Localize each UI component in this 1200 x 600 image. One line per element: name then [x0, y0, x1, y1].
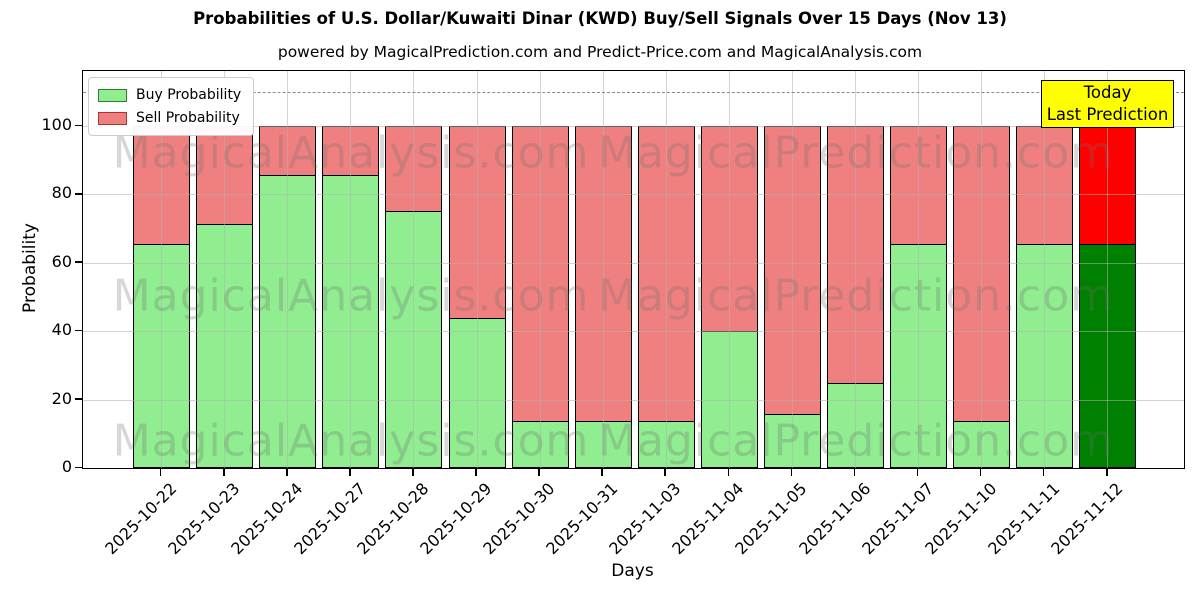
x-tick-mark	[475, 468, 477, 476]
dashed-threshold-line	[83, 91, 1184, 93]
v-gridline	[918, 71, 920, 468]
v-gridline	[539, 71, 541, 468]
v-gridline	[1044, 71, 1046, 468]
x-tick-mark	[1105, 468, 1108, 476]
v-gridline	[287, 71, 289, 468]
buy-swatch-icon	[98, 88, 127, 102]
x-tick-mark	[286, 468, 288, 476]
v-gridline	[665, 71, 667, 468]
chart-title: Probabilities of U.S. Dollar/Kuwaiti Din…	[193, 9, 1007, 28]
v-gridline	[161, 71, 163, 468]
annotation-line2: Last Prediction	[1046, 105, 1169, 124]
h-gridline	[83, 399, 1184, 401]
x-tick-mark	[916, 468, 919, 476]
y-tick-mark	[75, 466, 82, 469]
x-tick-mark	[1042, 468, 1045, 476]
legend: Buy Probability Sell Probability	[88, 77, 255, 136]
y-tick-label: 100	[41, 115, 72, 135]
legend-buy-label: Buy Probability	[136, 87, 242, 103]
today-annotation: Today Last Prediction	[1041, 80, 1174, 128]
v-gridline	[224, 71, 226, 468]
x-tick-mark	[790, 468, 793, 476]
y-tick-label: 60	[51, 251, 72, 271]
annotation-line1: Today	[1083, 83, 1132, 102]
y-tick-label: 80	[51, 183, 72, 203]
x-tick-mark	[979, 468, 982, 476]
watermark-text: MagicalAnalysis.com	[112, 270, 590, 322]
h-gridline	[83, 126, 1184, 128]
watermark-text: MagicalPrediction.com	[598, 415, 1114, 467]
x-axis-label: Days	[611, 561, 654, 581]
watermark-text: MagicalAnalysis.com	[112, 415, 590, 467]
sell-swatch-icon	[98, 111, 127, 125]
watermark-text: MagicalPrediction.com	[598, 127, 1114, 179]
y-tick-label: 20	[51, 388, 72, 408]
v-gridline	[728, 71, 730, 468]
x-tick-mark	[349, 468, 351, 476]
x-tick-mark	[664, 468, 667, 476]
h-gridline	[83, 331, 1184, 333]
v-gridline	[981, 71, 983, 468]
x-tick-mark	[538, 468, 540, 476]
legend-sell-label: Sell Probability	[136, 110, 240, 126]
x-tick-mark	[159, 468, 162, 476]
v-gridline	[791, 71, 793, 468]
y-tick-mark	[75, 261, 82, 263]
v-gridline	[350, 71, 352, 468]
v-gridline	[854, 71, 856, 468]
x-tick-mark	[853, 468, 856, 476]
y-tick-mark	[75, 124, 82, 127]
h-gridline	[83, 262, 1184, 264]
watermark-text: MagicalPrediction.com	[598, 270, 1114, 322]
legend-entry-buy: Buy Probability	[98, 85, 241, 105]
chart-subtitle: powered by MagicalPrediction.com and Pre…	[277, 43, 923, 61]
x-tick-mark	[727, 468, 730, 476]
y-tick-label: 40	[51, 320, 72, 340]
y-tick-mark	[75, 329, 82, 332]
h-gridline	[83, 194, 1184, 196]
plot-area: MagicalAnalysis.com MagicalPrediction.com…	[82, 70, 1185, 469]
watermark-text: MagicalAnalysis.com	[112, 127, 590, 179]
v-gridline	[1107, 71, 1109, 468]
legend-entry-sell: Sell Probability	[98, 108, 241, 128]
y-tick-mark	[75, 192, 82, 195]
y-tick-mark	[75, 398, 82, 400]
v-gridline	[476, 71, 478, 468]
x-tick-mark	[601, 468, 603, 476]
v-gridline	[602, 71, 604, 468]
x-tick-mark	[222, 468, 225, 476]
y-tick-label: 0	[61, 457, 72, 476]
x-tick-mark	[412, 468, 414, 476]
v-gridline	[413, 71, 415, 468]
